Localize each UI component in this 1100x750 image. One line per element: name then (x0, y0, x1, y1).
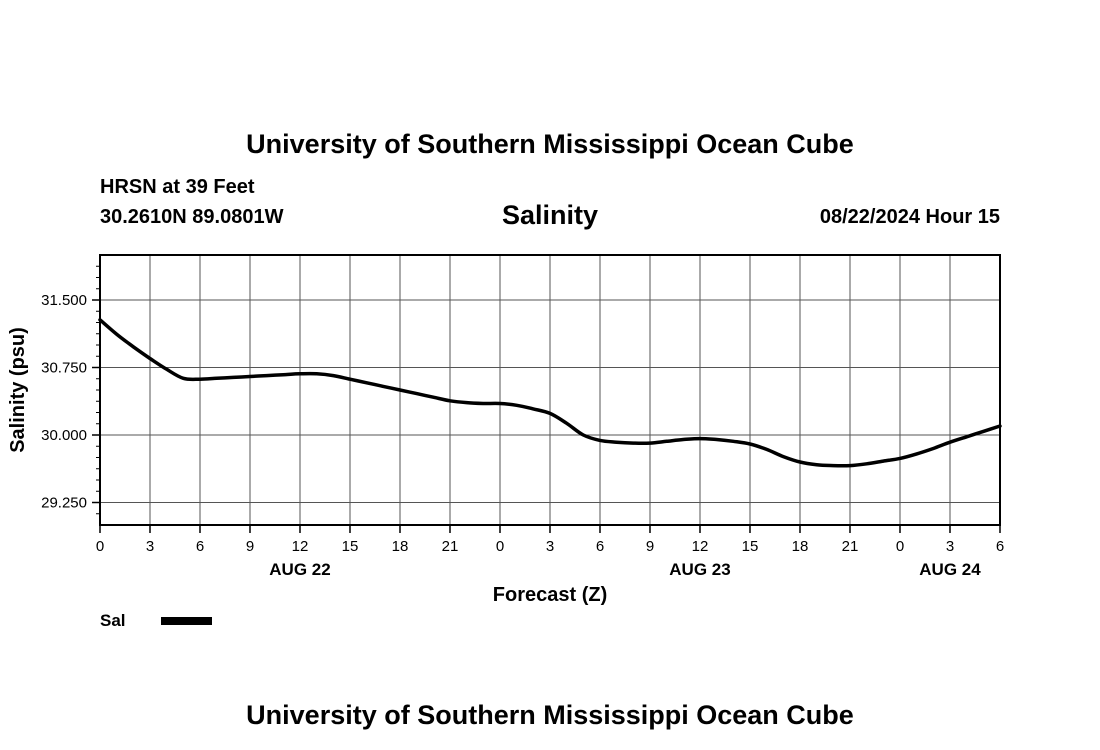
x-tick-label: 18 (792, 538, 809, 555)
grid (100, 255, 1000, 525)
x-tick-label: 6 (196, 538, 204, 555)
salinity-chart: 0 3 6 9 12 15 18 21 0 3 6 9 12 15 18 21 0 3 6 29.250 30.000… (0, 0, 1100, 750)
x-tick-label: 3 (546, 538, 554, 555)
y-tick-label: 31.500 (41, 292, 87, 309)
x-tick-label: 0 (896, 538, 904, 555)
x-tick-label: 6 (996, 538, 1004, 555)
legend-swatch (161, 617, 212, 625)
y-tick-label: 30.000 (41, 427, 87, 444)
y-axis-title: Salinity (psu) (7, 327, 29, 453)
x-tick-label: 0 (496, 538, 504, 555)
x-tick-label: 9 (646, 538, 654, 555)
x-tick-label: 0 (96, 538, 104, 555)
x-tick-label: 21 (442, 538, 459, 555)
x-tick-label: 12 (692, 538, 709, 555)
x-tick-label: 15 (742, 538, 759, 555)
x-tick-label: 9 (246, 538, 254, 555)
x-tick-label: 6 (596, 538, 604, 555)
y-tick-label: 30.750 (41, 360, 87, 377)
day-label: AUG 24 (919, 560, 981, 579)
x-tick-label: 3 (946, 538, 954, 555)
y-tick-label: 29.250 (41, 495, 87, 512)
day-labels: AUG 22 AUG 23 AUG 24 (269, 560, 981, 579)
day-label: AUG 22 (269, 560, 330, 579)
x-axis-title: Forecast (Z) (493, 584, 607, 606)
y-axis: 29.250 30.000 30.750 31.500 (41, 292, 100, 512)
x-axis: 0 3 6 9 12 15 18 21 0 3 6 9 12 15 18 21 0 3 6 (96, 525, 1004, 555)
x-tick-label: 12 (292, 538, 309, 555)
day-label: AUG 23 (669, 560, 730, 579)
page-footer-title: University of Southern Mississippi Ocean… (0, 700, 1100, 731)
x-tick-label: 3 (146, 538, 154, 555)
x-tick-label: 15 (342, 538, 359, 555)
x-tick-label: 18 (392, 538, 409, 555)
legend-label: Sal (100, 611, 126, 630)
x-tick-label: 21 (842, 538, 859, 555)
